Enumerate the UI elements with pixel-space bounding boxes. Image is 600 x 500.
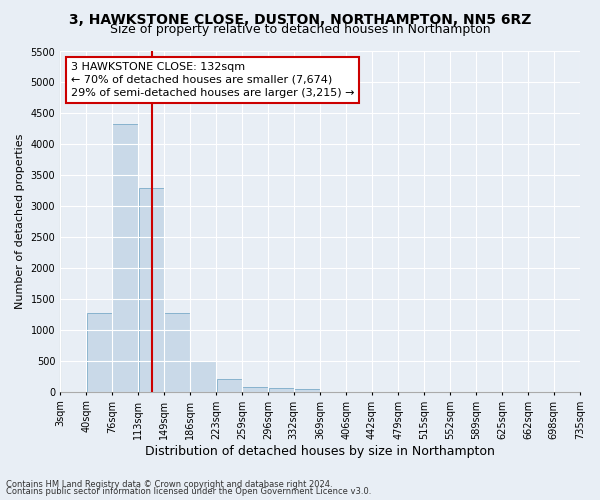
Bar bbox=[164, 312, 190, 392]
Bar bbox=[139, 188, 164, 392]
Text: Contains HM Land Registry data © Crown copyright and database right 2024.: Contains HM Land Registry data © Crown c… bbox=[6, 480, 332, 489]
Bar bbox=[87, 313, 112, 392]
Bar bbox=[112, 124, 138, 392]
Text: Size of property relative to detached houses in Northampton: Size of property relative to detached ho… bbox=[110, 24, 490, 36]
Bar bbox=[269, 388, 294, 392]
Bar bbox=[294, 388, 320, 392]
Text: 3, HAWKSTONE CLOSE, DUSTON, NORTHAMPTON, NN5 6RZ: 3, HAWKSTONE CLOSE, DUSTON, NORTHAMPTON,… bbox=[69, 12, 531, 26]
Text: 3 HAWKSTONE CLOSE: 132sqm
← 70% of detached houses are smaller (7,674)
29% of se: 3 HAWKSTONE CLOSE: 132sqm ← 70% of detac… bbox=[71, 62, 354, 98]
Bar bbox=[190, 362, 216, 392]
Bar bbox=[217, 379, 242, 392]
X-axis label: Distribution of detached houses by size in Northampton: Distribution of detached houses by size … bbox=[145, 444, 495, 458]
Text: Contains public sector information licensed under the Open Government Licence v3: Contains public sector information licen… bbox=[6, 487, 371, 496]
Y-axis label: Number of detached properties: Number of detached properties bbox=[15, 134, 25, 310]
Bar bbox=[242, 386, 268, 392]
